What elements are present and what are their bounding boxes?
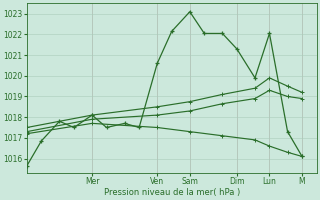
X-axis label: Pression niveau de la mer( hPa ): Pression niveau de la mer( hPa )	[104, 188, 240, 197]
